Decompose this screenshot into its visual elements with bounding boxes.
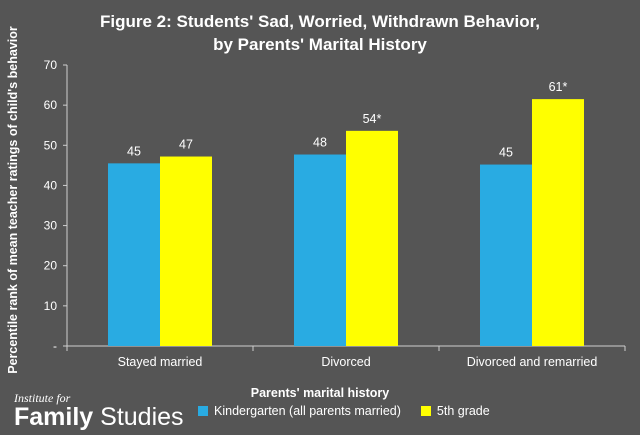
legend-swatch-5th-grade	[420, 406, 431, 416]
legend-item-kindergarten: Kindergarten (all parents married)	[198, 404, 401, 418]
x-tick-label: Stayed married	[118, 355, 203, 369]
y-tick-label: 60	[44, 98, 58, 112]
logo-family-studies: Family Studies	[14, 403, 184, 431]
data-label: 61*	[549, 80, 568, 94]
chart-data-labels: 45 47 48 54* 45 61*	[127, 80, 567, 159]
x-axis-title: Parents' marital history	[250, 386, 390, 400]
legend-item-5th-grade: 5th grade	[420, 404, 490, 418]
y-tick-label: 70	[44, 58, 58, 72]
chart-title: Figure 2: Students' Sad, Worried, Withdr…	[0, 10, 640, 56]
bar-kindergarten	[480, 164, 532, 346]
legend-label-kindergarten: Kindergarten (all parents married)	[214, 404, 401, 418]
legend-label-5th-grade: 5th grade	[436, 404, 490, 418]
bar-kindergarten	[108, 163, 160, 346]
y-tick-label: 10	[44, 299, 58, 313]
chart-title-line2: by Parents' Marital History	[213, 35, 427, 54]
legend: Kindergarten (all parents married) 5th g…	[198, 404, 510, 418]
bar-5th-grade	[346, 130, 398, 346]
y-tick-label: 50	[44, 138, 58, 152]
chart-bars	[108, 99, 584, 346]
data-label: 47	[179, 138, 193, 152]
x-tick-label: Divorced and remarried	[467, 355, 598, 369]
legend-swatch-kindergarten	[198, 406, 208, 416]
bar-5th-grade	[532, 99, 584, 346]
logo-institute-for: Institute for	[14, 391, 71, 405]
y-axis-title: Percentile rank of mean teacher ratings …	[6, 26, 20, 374]
data-label: 45	[499, 146, 513, 160]
bar-kindergarten	[294, 154, 346, 346]
chart-title-line1: Figure 2: Students' Sad, Worried, Withdr…	[100, 12, 540, 31]
ifs-logo: Institute for Family Studies	[14, 392, 184, 430]
y-tick-label: -	[53, 339, 57, 353]
y-tick-label: 30	[44, 219, 58, 233]
y-tick-label: 40	[44, 178, 58, 192]
data-label: 54*	[363, 112, 382, 126]
data-label: 45	[127, 144, 141, 158]
x-tick-label: Divorced	[321, 355, 370, 369]
bar-5th-grade	[160, 156, 212, 346]
data-label: 48	[313, 136, 327, 150]
y-tick-label: 20	[44, 259, 58, 273]
